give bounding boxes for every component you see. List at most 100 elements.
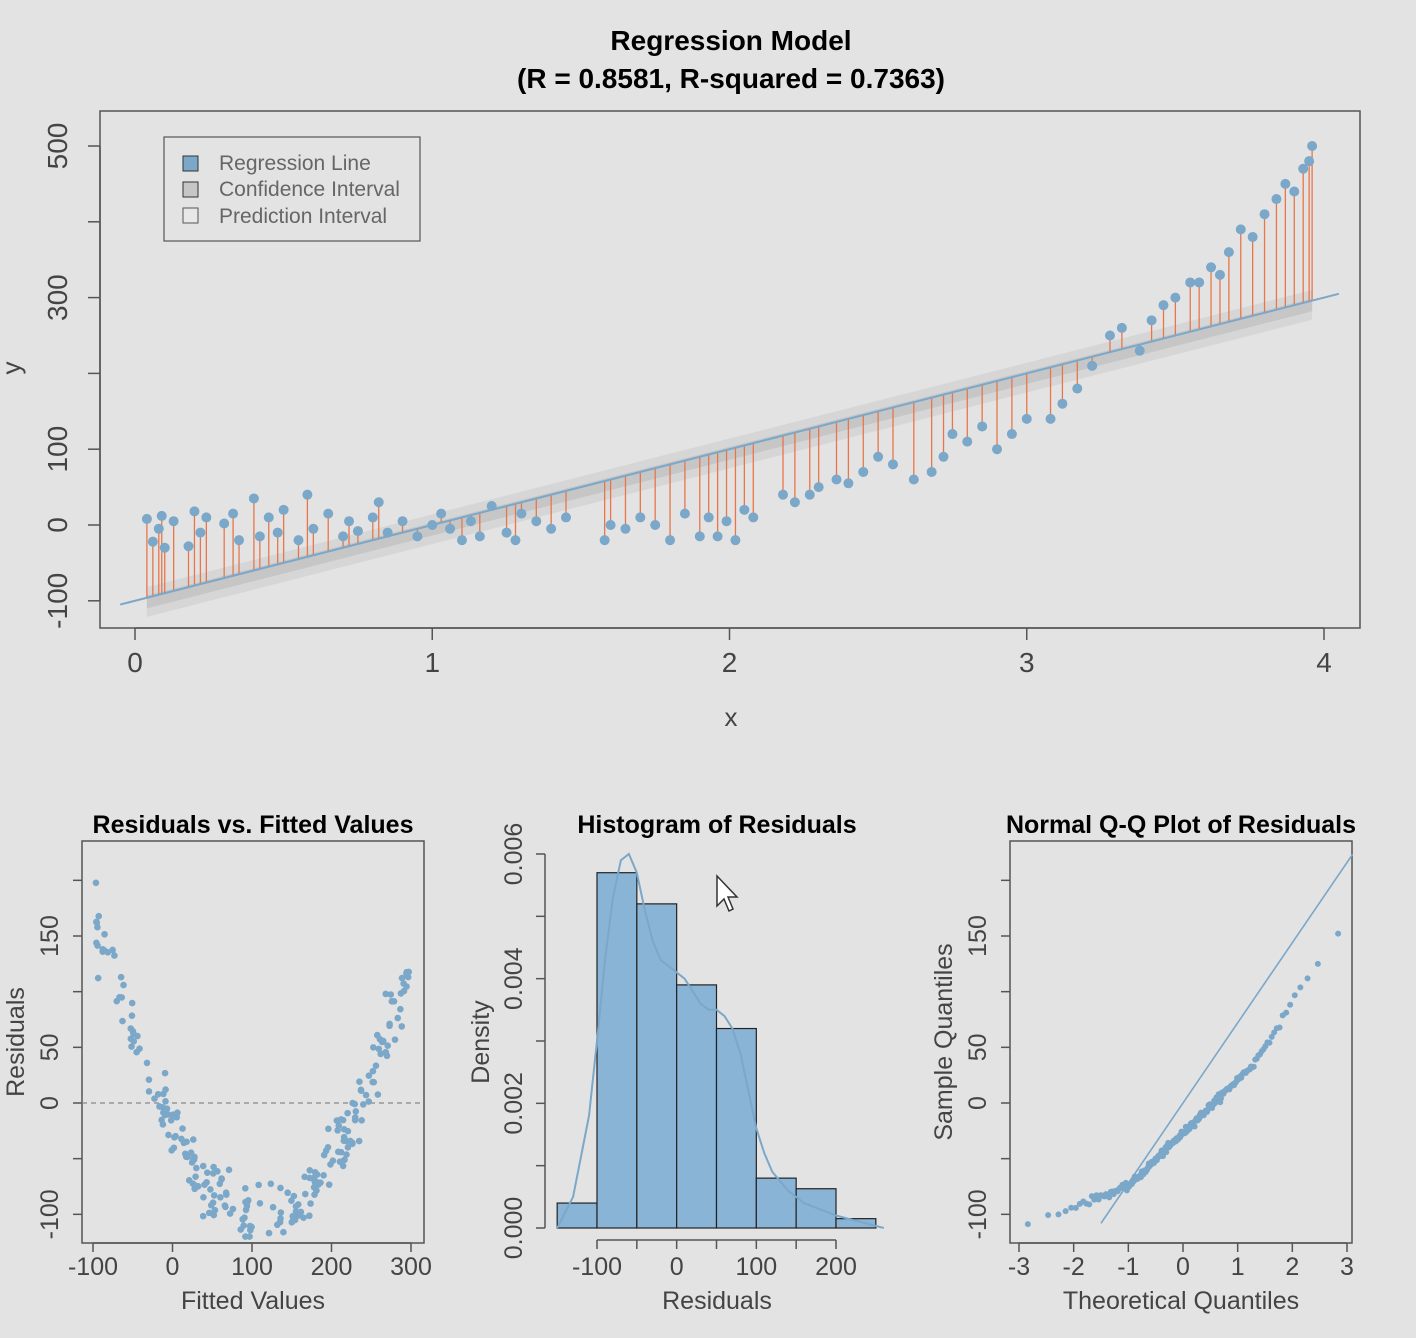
rvf-point <box>120 981 127 989</box>
legend-swatch-prediction <box>182 207 199 224</box>
rvf-point <box>372 1062 380 1069</box>
qq-point <box>1297 984 1304 991</box>
rvf-point <box>340 1137 348 1145</box>
qq-point <box>1068 1204 1075 1211</box>
rvf-point <box>128 1043 135 1050</box>
rvf-point <box>284 1189 291 1197</box>
hist-x-tick-label: 200 <box>815 1253 857 1281</box>
hist-y-label: Density <box>467 1000 495 1084</box>
rvf-point <box>172 1132 179 1140</box>
data-point <box>977 421 988 432</box>
rvf-point <box>185 1177 193 1184</box>
data-point <box>1072 383 1083 394</box>
rvf-point <box>151 1095 158 1102</box>
rvf-point <box>325 1181 333 1188</box>
data-point <box>721 516 732 527</box>
rvf-point <box>92 879 100 887</box>
rvf-point <box>346 1137 354 1145</box>
data-point <box>1235 224 1246 235</box>
rvf-point <box>183 1138 190 1146</box>
qq-point <box>1268 1033 1275 1040</box>
mouse-pointer-icon <box>716 874 739 913</box>
data-point <box>344 516 355 527</box>
hist-x-tick-label: -100 <box>572 1253 622 1281</box>
rvf-point <box>229 1205 237 1213</box>
rvf-point <box>134 1032 141 1040</box>
rvf-point <box>273 1221 281 1229</box>
x-axis: 0 1 2 3 4 <box>127 627 1332 678</box>
rvf-point <box>325 1125 332 1133</box>
rvf-point <box>168 1147 175 1154</box>
rvf-point <box>365 1098 373 1105</box>
data-point <box>992 444 1003 455</box>
data-point <box>189 506 200 517</box>
x-tick-label: 1 <box>424 647 440 678</box>
rvf-point <box>128 1012 136 1019</box>
rvf-point <box>334 1127 341 1134</box>
data-point <box>947 429 958 440</box>
rvf-point <box>130 1038 138 1045</box>
rvf-point <box>205 1209 213 1217</box>
rvf-point <box>386 1022 393 1030</box>
data-point <box>926 466 937 477</box>
rvf-point <box>109 946 116 954</box>
data-point <box>531 516 542 527</box>
qq-point <box>1291 992 1298 999</box>
x-axis-label: x <box>725 702 738 732</box>
rvf-point <box>217 1194 224 1201</box>
data-point <box>620 523 631 534</box>
rvf-point <box>145 1076 153 1083</box>
qq-points <box>1024 930 1342 1228</box>
rvf-point <box>313 1171 321 1178</box>
rvf-point <box>403 970 410 977</box>
rvf-x-tick-label: -100 <box>68 1253 118 1281</box>
rvf-point <box>174 1109 181 1116</box>
qq-point <box>1024 1221 1031 1228</box>
data-point <box>445 523 456 534</box>
data-point <box>1021 413 1032 424</box>
rvf-point <box>292 1203 300 1210</box>
regression-model-panel: Regression Model (R = 0.8581, R-squared … <box>0 25 1361 732</box>
hist-bar <box>636 903 678 1229</box>
data-point <box>1006 429 1017 440</box>
rvf-point <box>302 1190 309 1198</box>
rvf-point <box>143 1059 151 1067</box>
data-point <box>228 508 239 519</box>
rvf-point <box>377 1050 384 1058</box>
rvf-point <box>382 1048 389 1056</box>
data-point <box>219 518 230 529</box>
rvf-point <box>162 1086 169 1093</box>
rvf-point <box>295 1212 302 1219</box>
data-point <box>272 527 283 538</box>
hist-x-axis: -100 0 100 200 <box>572 1239 857 1281</box>
density-curve <box>556 852 885 1229</box>
rvf-point <box>248 1223 255 1231</box>
data-point <box>141 513 152 524</box>
y-tick-label: 100 <box>42 426 73 473</box>
rvf-point <box>189 1155 197 1162</box>
rvf-point <box>290 1192 298 1200</box>
data-point <box>382 527 393 538</box>
rvf-point <box>269 1203 277 1211</box>
qq-point <box>1163 1149 1170 1156</box>
rvf-point <box>241 1214 248 1222</box>
rvf-point <box>162 1098 169 1105</box>
rvf-point <box>382 990 390 998</box>
rvf-point <box>240 1222 247 1229</box>
rvf-point <box>277 1209 285 1216</box>
data-point <box>1271 194 1282 205</box>
data-point <box>1116 322 1127 333</box>
rvf-point <box>320 1172 327 1179</box>
rvf-point <box>306 1212 313 1220</box>
interval-bands <box>146 290 1313 617</box>
data-point <box>153 523 164 534</box>
legend-label-regression: Regression Line <box>219 152 371 175</box>
qq-x-tick-label: 1 <box>1231 1253 1245 1281</box>
data-point <box>789 497 800 508</box>
rvf-point <box>306 1174 313 1182</box>
data-point <box>248 493 259 504</box>
qq-frame <box>1009 840 1353 1244</box>
rvf-y-tick-label: 150 <box>36 915 64 957</box>
rvf-point <box>375 1045 383 1053</box>
rvf-point <box>145 1088 153 1095</box>
